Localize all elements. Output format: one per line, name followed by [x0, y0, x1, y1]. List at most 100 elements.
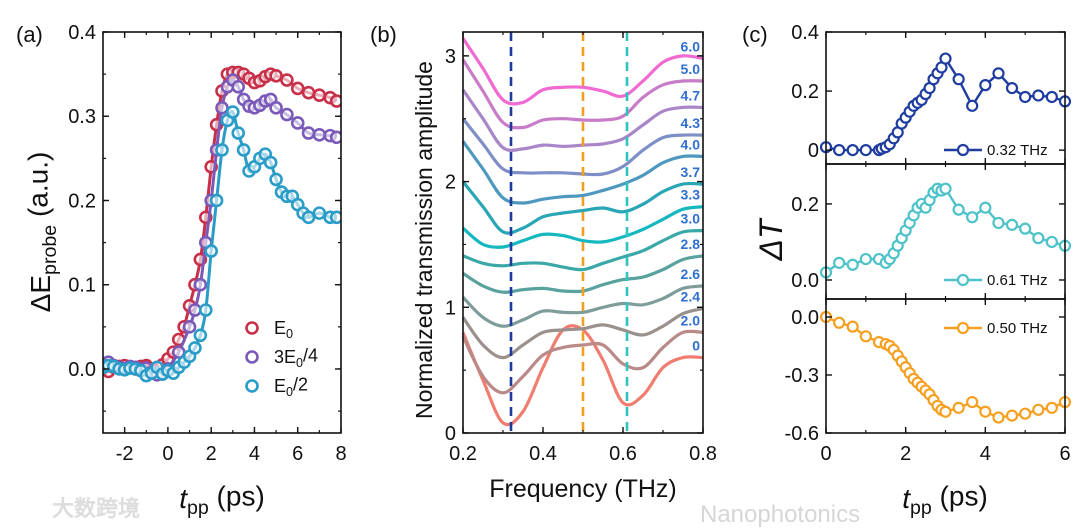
- data-point: [301, 126, 316, 140]
- data-point: [952, 73, 965, 86]
- data-point: [204, 244, 218, 258]
- data-point: [833, 144, 846, 157]
- panel-a-xtick-label: -2: [116, 443, 134, 465]
- series-E0/2: [103, 105, 341, 383]
- data-point: [215, 143, 229, 157]
- y-axis-title-a-tail: (a.u.): [22, 152, 53, 225]
- data-point: [312, 127, 327, 142]
- data-point: [1032, 403, 1045, 416]
- data-point: [979, 405, 992, 418]
- legend-label-sub: 0: [286, 327, 293, 341]
- panel-c2-ytick-label: 0.0: [791, 270, 819, 292]
- curve-label: 5.0: [681, 61, 701, 77]
- curve-label: 6.0: [681, 38, 701, 54]
- data-point: [193, 277, 208, 292]
- data-point: [280, 73, 294, 87]
- data-point: [833, 256, 846, 269]
- subplot-0.32 THz: [819, 52, 1072, 157]
- data-point: [215, 101, 229, 115]
- series-3E0/4: [103, 73, 341, 382]
- data-point: [1005, 409, 1019, 422]
- curve-label: 4.3: [681, 115, 701, 131]
- curve-label: 4.0: [681, 136, 701, 152]
- curve-label: 2.6: [681, 266, 701, 282]
- legend-marker: [245, 321, 259, 335]
- curve-label: 0: [692, 338, 700, 354]
- data-point: [979, 201, 992, 214]
- data-point: [1045, 90, 1058, 104]
- data-point: [939, 52, 952, 65]
- x-axis-title-c-tail: (ps): [932, 480, 988, 511]
- data-point: [263, 155, 278, 170]
- panel-a-ytick-label: 0.3: [68, 106, 96, 128]
- legend-label-tail: /2: [293, 374, 308, 394]
- panel-b-xtick-label: 0.8: [689, 443, 717, 465]
- data-point: [231, 79, 246, 94]
- data-point: [952, 401, 965, 414]
- data-point: [269, 172, 283, 187]
- data-point: [312, 88, 327, 102]
- data-point: [269, 101, 283, 115]
- data-point: [236, 143, 251, 157]
- curve-label: 2.8: [681, 236, 701, 252]
- x-axis-title-c-sub: pp: [910, 497, 932, 519]
- data-point: [859, 252, 872, 266]
- panel-a-ytick-label: 0.1: [68, 275, 96, 297]
- data-point: [312, 206, 327, 220]
- data-point: [280, 107, 294, 122]
- data-point: [188, 341, 202, 355]
- panel-a-xtick-label: 8: [335, 443, 346, 465]
- legend-label: E0/2: [274, 374, 308, 398]
- data-point: [992, 67, 1005, 80]
- legend-label-main: E: [274, 318, 286, 338]
- data-point: [939, 182, 952, 195]
- y-axis-title-a-sub: probe: [39, 225, 61, 275]
- x-axis-title-a-main: t: [179, 483, 188, 514]
- data-point: [269, 69, 283, 83]
- legend-marker: [245, 350, 259, 364]
- data-point: [846, 144, 859, 157]
- panel-b-ytick-label: 3: [445, 46, 456, 68]
- curve-2.6: [461, 284, 704, 328]
- data-point: [1005, 218, 1019, 231]
- curve-4.0: [461, 140, 704, 205]
- data-point: [301, 85, 316, 100]
- data-point: [979, 79, 992, 92]
- data-point: [329, 130, 341, 145]
- panel-a-ytick-label: 0.2: [68, 190, 96, 212]
- panel-b-xtick-label: 0.2: [449, 443, 477, 465]
- panel-label-c: (c): [742, 22, 768, 47]
- data-point: [846, 320, 859, 333]
- legend-label-sub: 0: [296, 356, 303, 370]
- data-point: [1032, 89, 1045, 102]
- legend-label-main: E: [274, 376, 286, 396]
- data-point: [1032, 232, 1045, 245]
- curve-label: 2.4: [681, 289, 701, 305]
- data-point: [226, 105, 240, 119]
- y-axis-title-a-main: ΔE: [25, 275, 56, 312]
- subplot-0.50 THz: [819, 310, 1072, 424]
- panel-a-xtick-label: 4: [249, 443, 260, 465]
- panel-c3-xtick-label: 0: [820, 443, 831, 465]
- data-point: [833, 316, 846, 329]
- data-point: [1019, 90, 1032, 104]
- data-point: [939, 405, 952, 418]
- legend-marker: [956, 143, 970, 157]
- curve-label: 3.7: [681, 164, 701, 180]
- panel-c1-ytick-label: 0.2: [791, 81, 819, 103]
- data-point: [966, 211, 979, 224]
- series-line: [825, 56, 1066, 152]
- data-point: [966, 395, 979, 409]
- data-point: [992, 216, 1005, 230]
- data-point: [182, 320, 197, 334]
- panel-a-ytick-label: 0.0: [68, 359, 96, 381]
- watermark-left: 大数跨境: [52, 496, 140, 521]
- data-point: [952, 203, 965, 216]
- data-point: [329, 94, 341, 108]
- data-point: [193, 328, 208, 343]
- legend-marker: [956, 273, 970, 287]
- curve-3.3: [461, 205, 704, 249]
- data-point: [301, 210, 316, 225]
- curve-3.7: [461, 180, 704, 235]
- panel-c3-ytick-label: 0.0: [791, 307, 819, 329]
